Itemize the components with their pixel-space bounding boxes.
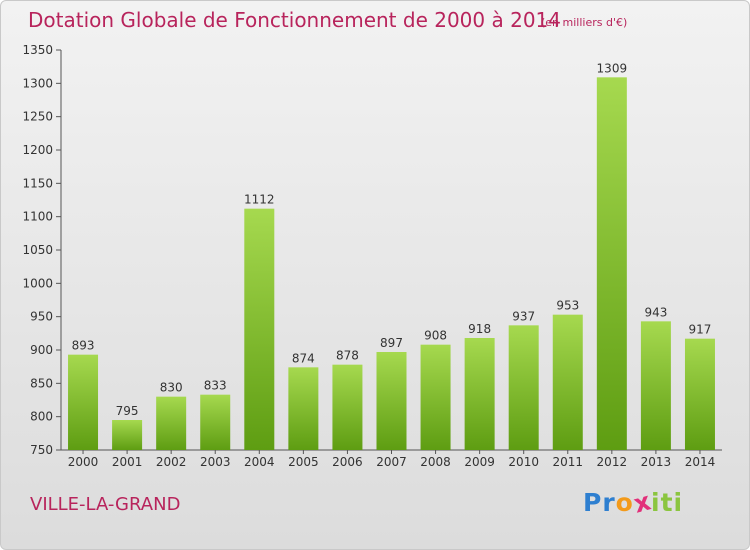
y-tick-label: 900 — [30, 343, 53, 357]
y-tick-label: 1000 — [22, 276, 53, 290]
x-tick-label-2009: 2009 — [464, 455, 495, 469]
bar-2005 — [288, 367, 319, 450]
bar-2006 — [332, 364, 363, 450]
data-label-2009: 918 — [468, 322, 491, 336]
bar-2003 — [200, 394, 231, 450]
y-tick-label: 950 — [30, 310, 53, 324]
y-tick-label: 1150 — [22, 176, 53, 190]
x-tick-label-2008: 2008 — [420, 455, 451, 469]
data-label-2006: 878 — [336, 349, 359, 363]
bar-2004 — [244, 208, 275, 450]
chart-bars — [68, 77, 715, 454]
bar-2000 — [68, 354, 99, 450]
bar-2010 — [508, 325, 539, 450]
bar-2002 — [156, 396, 187, 450]
x-tick-label-2007: 2007 — [376, 455, 407, 469]
logo-letter: P — [583, 488, 603, 517]
data-label-2001: 795 — [116, 404, 139, 418]
logo-letter: i — [651, 488, 661, 517]
data-label-2007: 897 — [380, 336, 403, 350]
data-label-2012: 1309 — [597, 61, 628, 75]
logo-letter: r — [602, 488, 616, 517]
data-label-2008: 908 — [424, 329, 447, 343]
y-tick-label: 1100 — [22, 210, 53, 224]
chart-subtitle: (en milliers d'€) — [541, 16, 628, 29]
data-label-2005: 874 — [292, 351, 315, 365]
y-tick-label: 1200 — [22, 143, 53, 157]
data-label-2014: 917 — [689, 323, 712, 337]
x-tick-label-2006: 2006 — [332, 455, 363, 469]
data-label-2000: 893 — [72, 339, 95, 353]
data-label-2004: 1112 — [244, 193, 275, 207]
data-label-2013: 943 — [644, 305, 667, 319]
y-tick-label: 750 — [30, 443, 53, 457]
data-label-2011: 953 — [556, 299, 579, 313]
data-label-2003: 833 — [204, 379, 227, 393]
bar-2001 — [112, 420, 143, 450]
chart-title: Dotation Globale de Fonctionnement de 20… — [28, 8, 561, 32]
y-tick-label: 800 — [30, 410, 53, 424]
x-tick-label-2001: 2001 — [112, 455, 143, 469]
x-tick-label-2002: 2002 — [156, 455, 187, 469]
x-tick-label-2013: 2013 — [641, 455, 672, 469]
bar-2014 — [684, 338, 715, 450]
commune-name: VILLE-LA-GRAND — [30, 494, 181, 515]
logo-letter: t — [660, 488, 674, 517]
y-tick-label: 1250 — [22, 110, 53, 124]
x-tick-label-2012: 2012 — [597, 455, 628, 469]
x-tick-label-2011: 2011 — [552, 455, 583, 469]
bar-2009 — [464, 338, 495, 450]
y-tick-label: 850 — [30, 376, 53, 390]
x-tick-label-2003: 2003 — [200, 455, 231, 469]
bar-2013 — [640, 321, 671, 450]
data-label-2002: 830 — [160, 381, 183, 395]
chart-labels: 893 2000 795 2001 830 2002 833 2003 1112 2004 874 2… — [68, 61, 715, 469]
bar-2008 — [420, 344, 451, 450]
bar-2011 — [552, 314, 583, 450]
x-tick-label-2004: 2004 — [244, 455, 275, 469]
data-label-2010: 937 — [512, 309, 535, 323]
logo-letter: o — [615, 488, 634, 517]
x-tick-label-2010: 2010 — [508, 455, 539, 469]
proxiti-logo: Proxiti — [583, 486, 684, 518]
x-tick-label-2005: 2005 — [288, 455, 319, 469]
bar-2012 — [596, 77, 627, 450]
logo-letter: i — [673, 488, 684, 517]
bar-2007 — [376, 352, 407, 450]
x-tick-label-2014: 2014 — [685, 455, 716, 469]
y-tick-label: 1300 — [22, 76, 53, 90]
x-tick-label-2000: 2000 — [68, 455, 99, 469]
y-tick-label: 1050 — [22, 243, 53, 257]
y-tick-label: 1350 — [22, 43, 53, 57]
